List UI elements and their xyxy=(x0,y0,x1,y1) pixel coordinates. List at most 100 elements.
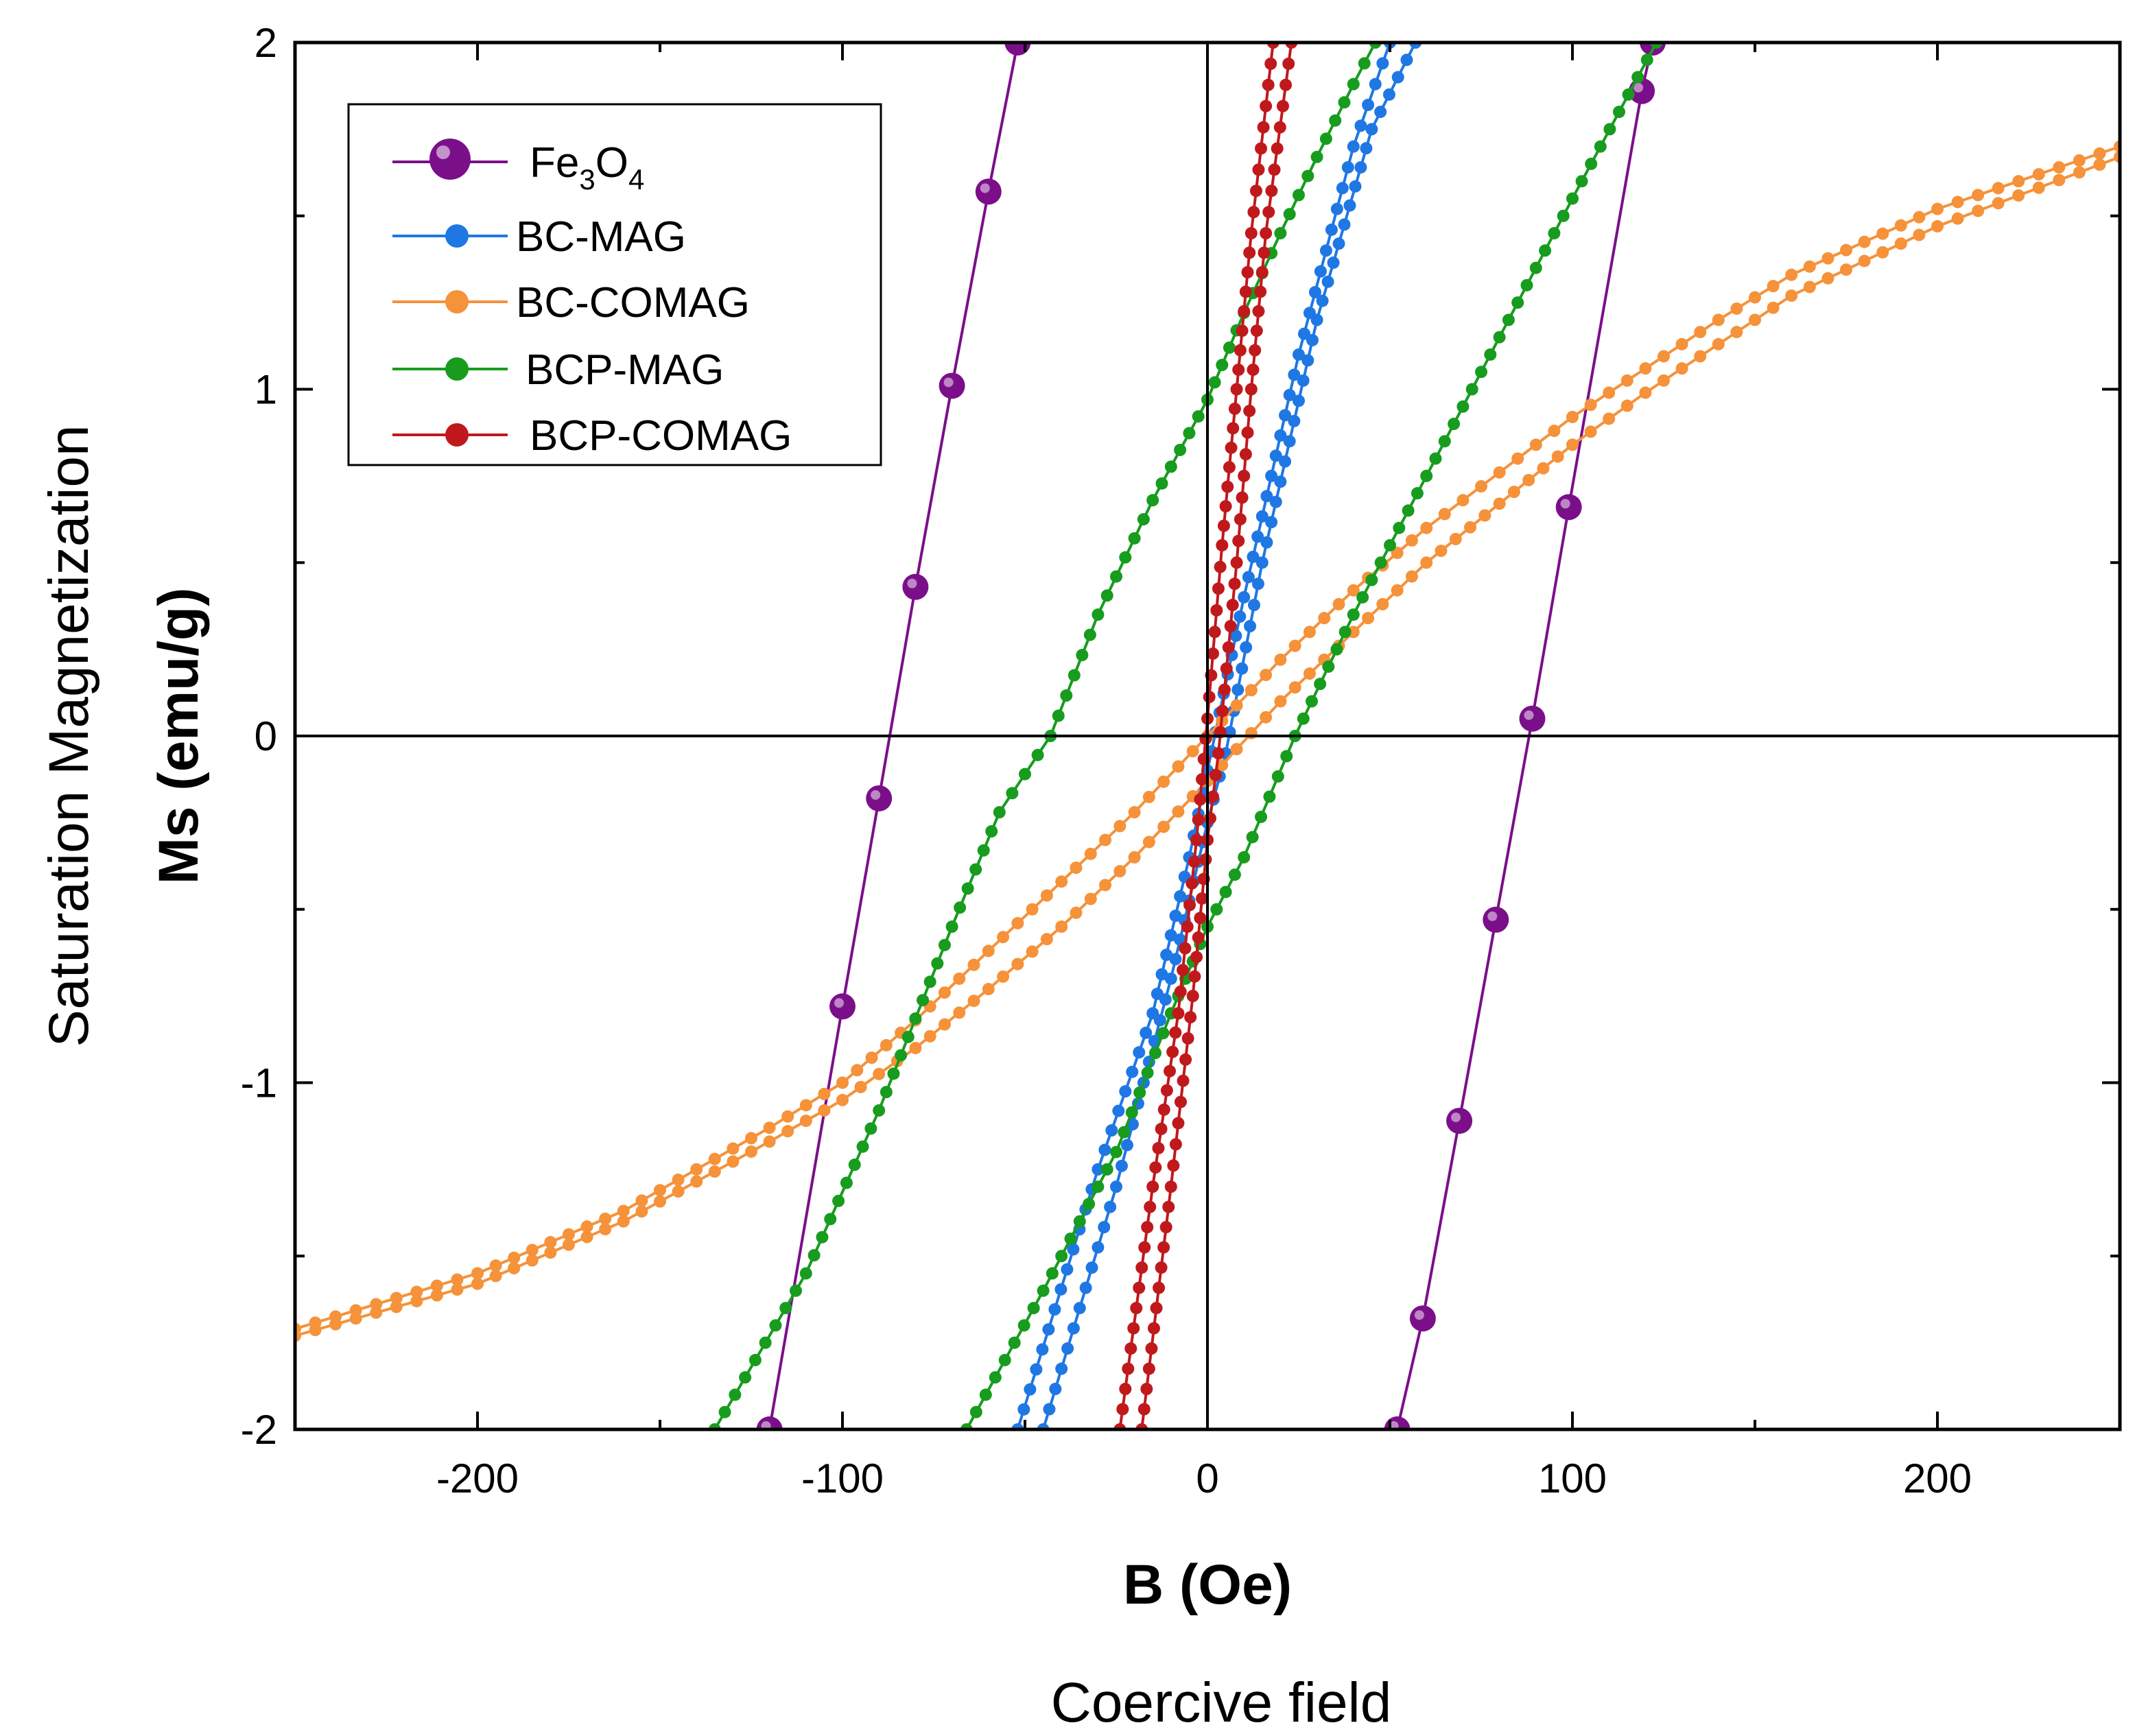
data-point-bcp-comag xyxy=(1141,1221,1154,1234)
data-point-bc-mag xyxy=(1325,223,1338,236)
y-axis-subtitle: Saturation Magnetization xyxy=(38,425,100,1047)
data-point-bc-mag xyxy=(1054,1283,1068,1296)
data-point-bc-comag xyxy=(1507,486,1520,499)
data-point-bc-comag xyxy=(781,1125,794,1138)
data-point-bcp-mag xyxy=(1110,570,1122,583)
data-point-bcp-comag xyxy=(1225,441,1238,454)
data-point-bc-comag xyxy=(1551,450,1564,463)
data-point-bc-comag xyxy=(1099,833,1112,846)
data-point-bcp-mag xyxy=(1083,1198,1096,1211)
data-point-bc-mag xyxy=(1319,244,1332,257)
data-point-bc-mag xyxy=(1269,449,1282,462)
data-point-bcp-mag xyxy=(1019,768,1031,781)
data-point-bc-comag xyxy=(1040,933,1053,946)
data-point-bc-comag xyxy=(1303,667,1316,680)
data-point-bc-mag xyxy=(1061,1263,1074,1276)
data-point-bc-comag xyxy=(851,1064,864,1077)
data-point-bc-mag xyxy=(1238,591,1251,604)
data-point-bcp-mag xyxy=(998,1353,1011,1366)
data-point-bc-comag xyxy=(1821,272,1835,285)
data-point-bcp-mag xyxy=(1064,1232,1077,1245)
data-point-bc-mag xyxy=(1365,123,1378,136)
data-point-bc-comag xyxy=(997,931,1010,944)
data-point-bc-comag xyxy=(1142,835,1155,848)
data-point-bc-comag xyxy=(953,1006,966,1019)
data-point-bc-comag xyxy=(1658,374,1670,387)
legend-marker-bc-comag xyxy=(445,290,469,313)
data-point-bcp-comag xyxy=(1208,626,1221,639)
data-point-bcp-comag xyxy=(1273,121,1286,134)
data-point-bc-comag xyxy=(2032,168,2045,181)
data-point-bc-mag xyxy=(1048,1303,1061,1316)
data-point-bcp-comag xyxy=(1245,383,1258,396)
data-point-bc-mag xyxy=(1244,619,1257,632)
y-tick-label: -1 xyxy=(241,1060,277,1106)
data-point-bc-comag xyxy=(599,1212,612,1225)
data-point-bcp-mag xyxy=(790,1284,803,1297)
data-point-bc-mag xyxy=(1274,429,1287,442)
data-point-bcp-mag xyxy=(1216,359,1229,372)
data-point-bcp-comag xyxy=(1234,344,1247,357)
data-point-bcp-mag xyxy=(1297,712,1310,725)
data-point-bc-mag xyxy=(1247,550,1260,563)
data-point-bc-comag xyxy=(1245,726,1258,739)
data-point-bc-comag xyxy=(1099,879,1112,892)
data-point-bc-comag xyxy=(1157,775,1170,788)
data-point-bc-comag xyxy=(1084,892,1097,905)
data-point-fe3o4 xyxy=(829,993,856,1020)
data-point-bcp-comag xyxy=(1249,344,1262,357)
data-point-bcp-mag xyxy=(1329,114,1342,127)
data-point-bcp-mag xyxy=(969,863,982,876)
data-point-bc-mag xyxy=(1030,1363,1043,1376)
data-point-bc-mag xyxy=(1120,1139,1133,1152)
data-point-bcp-mag xyxy=(1192,410,1205,423)
y-tick-label: 0 xyxy=(255,713,277,759)
data-point-bcp-mag xyxy=(856,1140,869,1153)
data-point-bcp-comag xyxy=(1271,142,1284,155)
data-point-bcp-mag xyxy=(1164,460,1177,473)
data-point-bc-comag xyxy=(1113,820,1127,833)
data-point-bcp-comag xyxy=(1169,1026,1182,1039)
data-point-bc-comag xyxy=(1055,875,1068,888)
data-point-bcp-mag xyxy=(1511,296,1524,309)
data-point-bc-mag xyxy=(1073,1302,1086,1315)
data-point-bcp-comag xyxy=(1144,1200,1157,1213)
data-point-bc-mag xyxy=(1255,556,1269,569)
data-point-bc-comag xyxy=(727,1142,740,1155)
data-point-bcp-mag xyxy=(1219,885,1232,899)
data-point-bcp-mag xyxy=(1157,1027,1170,1040)
data-point-bcp-comag xyxy=(1135,1261,1148,1274)
data-point-bc-comag xyxy=(1464,521,1477,534)
data-point-bcp-mag xyxy=(1073,1215,1086,1228)
data-point-bcp-comag xyxy=(1179,1053,1192,1066)
data-point-bc-comag xyxy=(580,1230,593,1244)
data-point-bcp-comag xyxy=(1228,402,1241,415)
data-point-bcp-comag xyxy=(1227,422,1240,435)
data-point-bcp-comag xyxy=(1220,662,1233,675)
data-point-bc-mag xyxy=(1067,1322,1080,1335)
data-point-bcp-comag xyxy=(1238,469,1251,482)
data-point-bc-comag xyxy=(1992,197,2005,210)
data-point-bc-comag xyxy=(451,1273,464,1286)
data-point-bc-comag xyxy=(1332,597,1345,610)
data-point-bc-comag xyxy=(1712,337,1725,350)
data-point-bc-comag xyxy=(1566,410,1579,423)
data-point-bcp-comag xyxy=(1140,1383,1153,1396)
data-point-bcp-mag xyxy=(779,1302,792,1315)
data-point-bcp-mag xyxy=(1347,608,1360,621)
data-point-bcp-comag xyxy=(1124,1342,1137,1355)
data-point-bcp-mag xyxy=(880,1086,893,1099)
series-line-fe3o4 xyxy=(1395,43,1654,1429)
data-point-bc-comag xyxy=(1070,861,1083,875)
data-point-bcp-mag xyxy=(923,975,936,988)
data-point-bcp-mag xyxy=(1301,169,1314,182)
data-point-bc-comag xyxy=(1260,669,1273,682)
legend-marker-fe3o4 xyxy=(429,139,471,180)
data-point-bcp-comag xyxy=(1192,813,1205,827)
data-point-bcp-mag xyxy=(1006,787,1019,800)
data-point-bcp-comag xyxy=(1169,1138,1182,1151)
data-point-bc-comag xyxy=(1449,532,1462,545)
data-point-bc-mag xyxy=(1308,285,1321,298)
data-point-bc-comag xyxy=(1084,847,1097,860)
data-point-bc-comag xyxy=(923,1030,936,1043)
